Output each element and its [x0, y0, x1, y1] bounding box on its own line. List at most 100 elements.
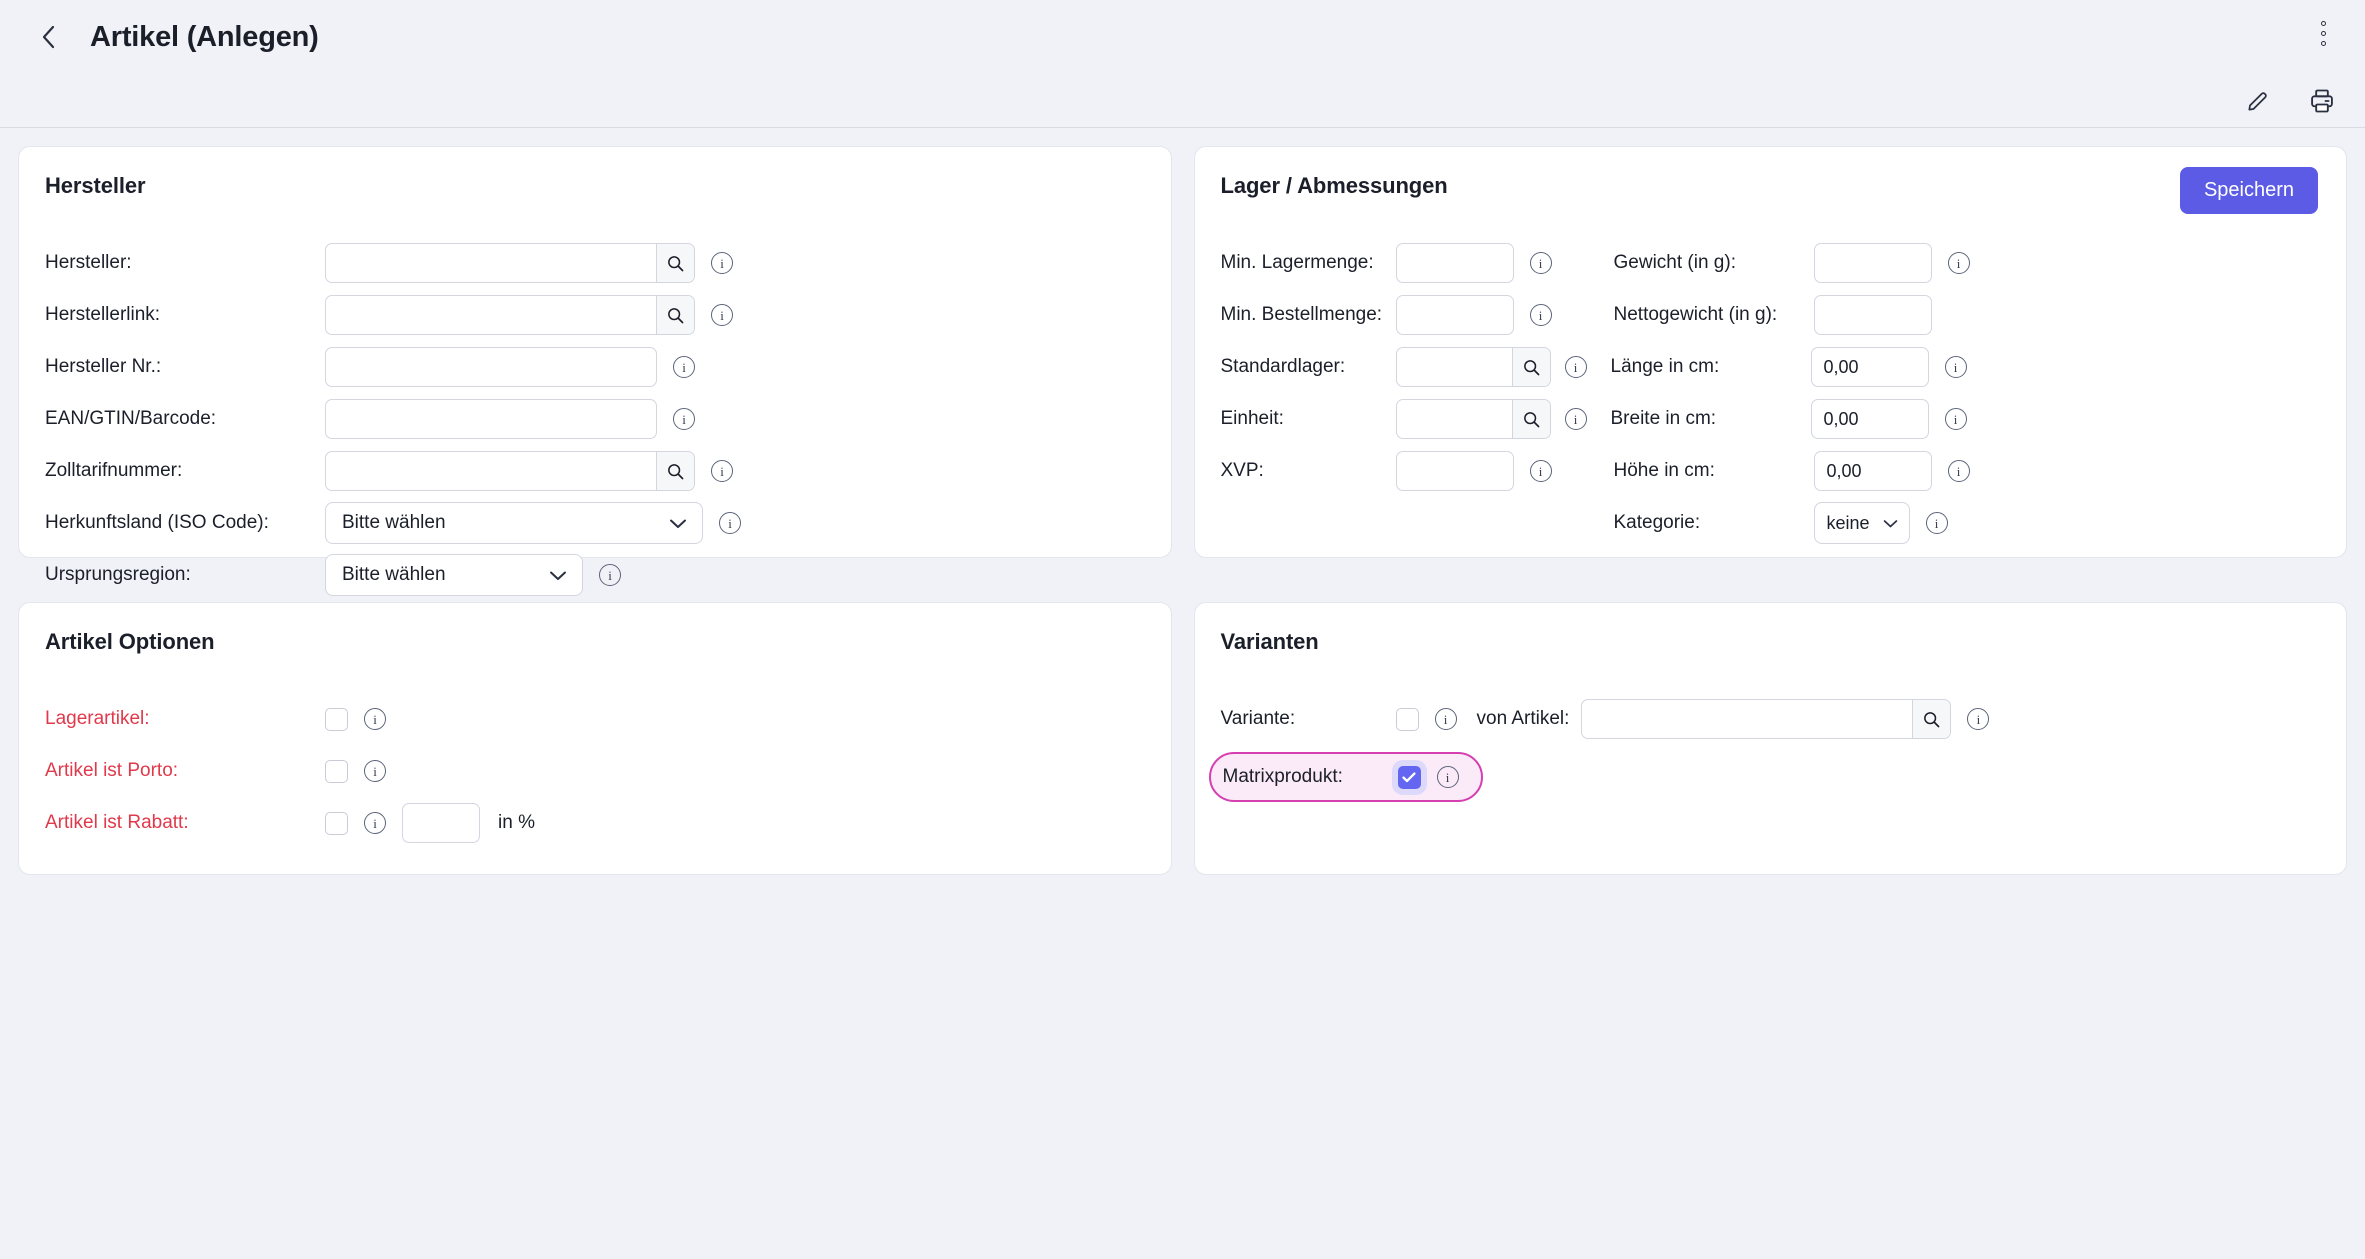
back-button[interactable] [28, 17, 68, 57]
variante-checkbox[interactable] [1395, 707, 1419, 731]
xvp-label: XVP: [1220, 460, 1264, 481]
gewicht-input[interactable] [1813, 243, 1932, 283]
hersteller-label: Hersteller: [45, 252, 132, 273]
artikel-ist-rabatt-info-icon[interactable]: i [364, 812, 386, 834]
search-icon [668, 255, 684, 271]
laenge-info-icon[interactable]: i [1944, 356, 1967, 378]
search-icon [1523, 359, 1539, 375]
kategorie-info-icon[interactable]: i [1925, 512, 1948, 534]
field-row-hersteller-nr: Hersteller Nr.: i [45, 341, 1141, 393]
field-row-min-bestellmenge: Min. Bestellmenge: i Nettogewicht (in g)… [1221, 289, 2317, 341]
zolltarifnummer-info-icon[interactable]: i [711, 460, 733, 482]
more-options-button[interactable] [2309, 12, 2337, 54]
von-artikel-info-icon[interactable]: i [1967, 708, 1990, 730]
lager-card-title: Lager / Abmessungen [1220, 173, 1448, 198]
field-row-einheit: Einheit: i Breite in cm: 0,00 i [1221, 393, 2317, 445]
lagerartikel-info-icon[interactable]: i [364, 708, 386, 730]
zolltarifnummer-label: Zolltarifnummer: [45, 460, 183, 481]
laenge-label: Länge in cm: [1610, 356, 1720, 377]
field-row-herkunftsland: Herkunftsland (ISO Code): Bitte wählen i [45, 497, 1141, 549]
more-vertical-icon-dot [2320, 30, 2326, 36]
varianten-card-title: Varianten [1220, 629, 1319, 654]
hersteller-card: Hersteller Hersteller: i Herstellerlink: [18, 146, 1172, 596]
nettogewicht-label: Nettogewicht (in g): [1613, 304, 1778, 325]
von-artikel-search-button[interactable] [1912, 700, 1951, 738]
hersteller-nr-info-icon[interactable]: i [673, 356, 695, 378]
pencil-icon [2248, 91, 2267, 111]
nettogewicht-input[interactable] [1813, 295, 1932, 335]
rabatt-suffix-label: in % [498, 812, 535, 833]
min-bestellmenge-input[interactable] [1395, 295, 1514, 335]
gewicht-label: Gewicht (in g): [1613, 252, 1736, 273]
ursprungsregion-select[interactable]: Bitte wählen [325, 554, 583, 596]
xvp-info-icon[interactable]: i [1529, 460, 1552, 482]
rabatt-prozent-input[interactable] [402, 803, 480, 843]
herstellerlink-input[interactable] [326, 296, 656, 334]
einheit-label: Einheit: [1220, 408, 1284, 429]
hersteller-info-icon[interactable]: i [711, 252, 733, 274]
von-artikel-input[interactable] [1582, 700, 1913, 738]
einheit-search-button[interactable] [1511, 400, 1550, 438]
print-button[interactable] [2305, 84, 2339, 118]
zolltarifnummer-input[interactable] [326, 452, 656, 490]
artikel-ist-porto-checkbox[interactable] [325, 759, 348, 783]
save-button[interactable]: Speichern [2179, 167, 2318, 214]
von-artikel-label: von Artikel: [1476, 708, 1570, 729]
ean-input[interactable] [325, 399, 657, 439]
optionen-card-title: Artikel Optionen [45, 629, 215, 654]
herkunftsland-info-icon[interactable]: i [719, 512, 741, 534]
standardlager-search-button[interactable] [1511, 348, 1550, 386]
search-icon [1523, 411, 1539, 427]
herstellerlink-search-button[interactable] [656, 296, 694, 334]
chevron-down-icon [670, 519, 686, 528]
artikel-optionen-card: Artikel Optionen Lagerartikel: i Artikel… [18, 602, 1172, 875]
hoehe-info-icon[interactable]: i [1947, 460, 1970, 482]
matrixprodukt-highlight-box: Matrixprodukt: i [1208, 752, 1483, 802]
min-lagermenge-info-icon[interactable]: i [1529, 252, 1552, 274]
einheit-info-icon[interactable]: i [1564, 408, 1587, 430]
artikel-ist-rabatt-label: Artikel ist Rabatt: [45, 812, 189, 833]
variante-label: Variante: [1220, 708, 1296, 729]
breite-input[interactable]: 0,00 [1810, 399, 1929, 439]
xvp-input[interactable] [1395, 451, 1514, 491]
artikel-ist-porto-label: Artikel ist Porto: [45, 760, 179, 781]
herstellerlink-info-icon[interactable]: i [711, 304, 733, 326]
field-row-hersteller: Hersteller: i [45, 237, 1141, 289]
breite-info-icon[interactable]: i [1944, 408, 1967, 430]
matrixprodukt-label: Matrixprodukt: [1222, 766, 1343, 787]
more-vertical-icon-dot [2320, 20, 2326, 26]
matrixprodukt-checkbox[interactable] [1397, 765, 1421, 789]
edit-button[interactable] [2241, 84, 2275, 118]
search-icon [1924, 711, 1940, 727]
zolltarifnummer-search-button[interactable] [656, 452, 694, 490]
hersteller-nr-input[interactable] [325, 347, 657, 387]
hersteller-search-button[interactable] [656, 244, 694, 282]
min-lagermenge-input[interactable] [1395, 243, 1514, 283]
kategorie-select[interactable]: keine [1813, 502, 1910, 544]
lager-abmessungen-card: Lager / Abmessungen Speichern Min. Lager… [1193, 146, 2347, 558]
standardlager-input[interactable] [1396, 348, 1512, 386]
ean-info-icon[interactable]: i [673, 408, 695, 430]
einheit-input[interactable] [1396, 400, 1512, 438]
hoehe-input[interactable]: 0,00 [1813, 451, 1932, 491]
standardlager-info-icon[interactable]: i [1564, 356, 1587, 378]
field-row-min-lagermenge: Min. Lagermenge: i Gewicht (in g): i [1221, 237, 2317, 289]
hersteller-input[interactable] [326, 244, 656, 282]
chevron-down-icon [550, 571, 566, 580]
hersteller-search-wrap [325, 243, 695, 283]
artikel-ist-rabatt-checkbox[interactable] [325, 811, 348, 835]
action-toolbar [0, 74, 2365, 128]
min-bestellmenge-info-icon[interactable]: i [1529, 304, 1552, 326]
min-bestellmenge-label: Min. Bestellmenge: [1220, 304, 1383, 325]
more-vertical-icon-dot [2320, 40, 2326, 46]
herkunftsland-select[interactable]: Bitte wählen [325, 502, 703, 544]
chevron-down-icon [1883, 519, 1897, 527]
gewicht-info-icon[interactable]: i [1947, 252, 1970, 274]
field-row-xvp: XVP: i Höhe in cm: 0,00 i [1221, 445, 2317, 497]
variante-info-icon[interactable]: i [1434, 708, 1457, 730]
lagerartikel-checkbox[interactable] [325, 707, 348, 731]
ursprungsregion-info-icon[interactable]: i [599, 564, 621, 586]
artikel-ist-porto-info-icon[interactable]: i [364, 760, 386, 782]
laenge-input[interactable]: 0,00 [1810, 347, 1929, 387]
matrixprodukt-info-icon[interactable]: i [1436, 766, 1459, 788]
